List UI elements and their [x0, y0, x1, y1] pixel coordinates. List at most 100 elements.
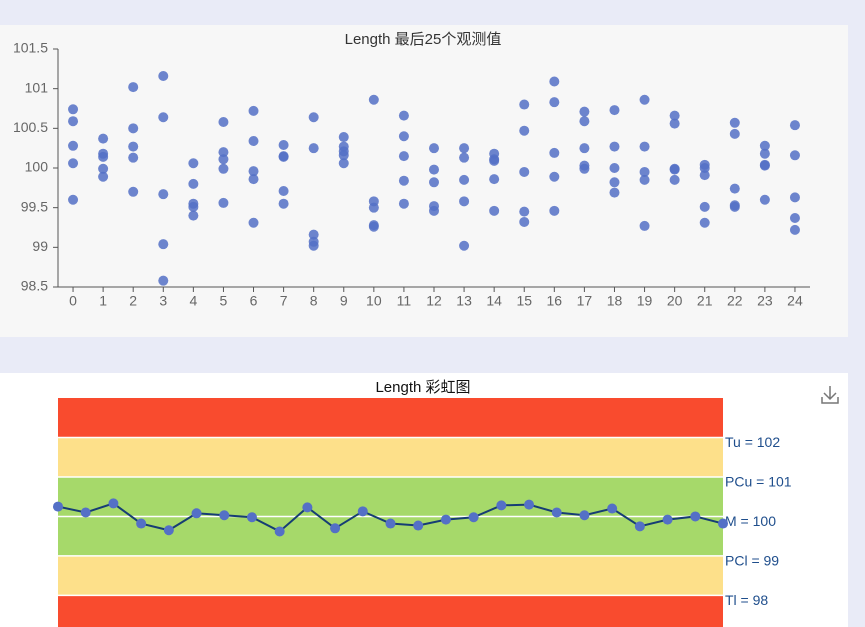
point	[524, 499, 535, 510]
point	[690, 511, 701, 522]
control-label: Tu = 102	[725, 434, 780, 450]
point	[699, 201, 710, 212]
x-tick-label: 13	[456, 293, 472, 309]
y-tick-label: 99	[32, 238, 48, 254]
x-tick-label: 17	[577, 293, 593, 309]
point	[128, 82, 139, 93]
point	[789, 192, 800, 203]
point	[98, 163, 109, 174]
x-tick-label: 1	[99, 293, 107, 309]
scatter-panel	[0, 25, 848, 337]
point	[759, 148, 770, 159]
x-tick-label: 5	[220, 293, 228, 309]
point	[398, 110, 409, 121]
band	[58, 476, 723, 517]
point	[789, 120, 800, 131]
x-tick-label: 20	[667, 293, 683, 309]
x-tick-label: 19	[637, 293, 653, 309]
point	[278, 139, 289, 150]
chart-title: Length 最后25个观测值	[345, 31, 502, 48]
point	[357, 506, 368, 517]
x-tick-label: 22	[727, 293, 743, 309]
point	[519, 166, 530, 177]
point	[718, 518, 728, 529]
point	[338, 150, 349, 161]
point	[136, 518, 147, 529]
x-tick-label: 16	[547, 293, 563, 309]
point	[729, 201, 740, 212]
point	[519, 216, 530, 227]
point	[669, 174, 680, 185]
point	[609, 105, 620, 116]
download-icon[interactable]	[821, 386, 839, 404]
point	[308, 112, 319, 123]
point	[385, 518, 396, 529]
point	[188, 158, 199, 169]
x-tick-label: 14	[486, 293, 502, 309]
point	[789, 150, 800, 161]
point	[519, 206, 530, 217]
x-tick-label: 18	[607, 293, 623, 309]
control-label: M = 100	[725, 513, 776, 529]
point	[278, 151, 289, 162]
point	[163, 525, 174, 536]
point	[639, 174, 650, 185]
point	[609, 187, 620, 198]
point	[218, 116, 229, 127]
x-tick-label: 24	[787, 293, 803, 309]
point	[468, 512, 479, 523]
point	[398, 175, 409, 186]
point	[634, 521, 645, 532]
point	[248, 136, 259, 147]
point	[398, 151, 409, 162]
point	[496, 500, 507, 511]
point	[108, 498, 119, 509]
point	[459, 240, 470, 251]
point	[759, 160, 770, 171]
y-tick-label: 100.5	[13, 119, 48, 135]
point	[662, 514, 673, 525]
point	[759, 140, 770, 151]
point	[459, 174, 470, 185]
point	[729, 128, 740, 139]
point	[639, 94, 650, 105]
point	[398, 198, 409, 209]
point	[729, 117, 740, 128]
point	[609, 163, 620, 173]
point	[429, 143, 439, 154]
point	[278, 198, 289, 209]
point	[551, 507, 562, 518]
point	[459, 196, 470, 207]
point	[248, 166, 259, 177]
band	[58, 398, 723, 438]
x-tick-label: 12	[426, 293, 442, 309]
y-tick-label: 98.5	[21, 278, 48, 294]
point	[759, 194, 770, 205]
point	[218, 147, 229, 158]
point	[248, 217, 259, 228]
point	[68, 194, 79, 205]
point	[579, 116, 590, 127]
point	[246, 512, 257, 523]
download-glyph[interactable]	[821, 386, 839, 404]
point	[429, 177, 439, 188]
x-tick-label: 11	[397, 293, 412, 309]
x-tick-label: 9	[340, 293, 348, 309]
x-tick-label: 23	[757, 293, 773, 309]
point	[308, 143, 319, 154]
x-tick-label: 0	[69, 293, 77, 309]
point	[669, 118, 680, 129]
point	[489, 155, 500, 166]
point	[489, 174, 500, 185]
point	[53, 501, 63, 512]
point	[549, 171, 560, 182]
point	[248, 174, 259, 185]
point	[302, 502, 313, 513]
point	[98, 133, 109, 144]
point	[308, 240, 319, 251]
x-tick-label: 8	[310, 293, 318, 309]
point	[440, 514, 451, 525]
point	[338, 132, 349, 143]
